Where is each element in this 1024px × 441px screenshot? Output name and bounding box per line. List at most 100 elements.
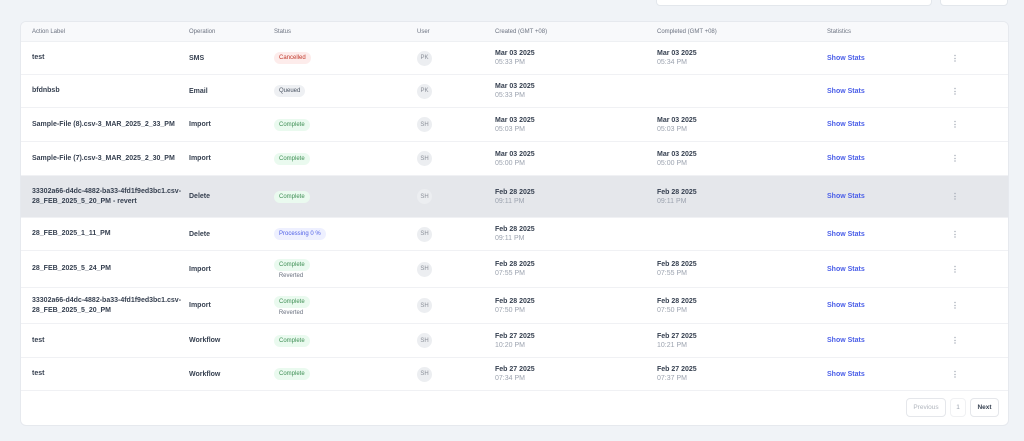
action-label: 33302a66-d4dc-4882-ba33-4fd1f9ed3bc1.csv… <box>32 297 182 314</box>
created-time: 07:34 PM <box>495 375 525 382</box>
operation: Import <box>189 121 211 128</box>
created-date: Feb 27 2025 <box>495 366 535 373</box>
user-avatar: SH <box>417 333 432 348</box>
table-row: 33302a66-d4dc-4882-ba33-4fd1f9ed3bc1.csv… <box>21 288 1008 324</box>
created-date: Feb 28 2025 <box>495 297 535 305</box>
operation: Workflow <box>189 370 221 378</box>
show-stats-link[interactable]: Show Stats <box>827 87 865 95</box>
completed-time: 05:00 PM <box>657 159 687 167</box>
status-badge: Complete <box>274 152 310 165</box>
filter-button[interactable] <box>940 0 1008 6</box>
status-subtext: Reverted <box>278 273 304 279</box>
status-badge: Complete <box>274 259 310 271</box>
table-row: Sample-File (8).csv-3_MAR_2025_2_33_PM I… <box>21 108 1008 142</box>
user-avatar: SH <box>417 226 432 242</box>
previous-button[interactable]: Previous <box>906 398 946 417</box>
created-time: 09:11 PM <box>495 235 525 242</box>
header-action-label: Action Label <box>32 28 66 35</box>
search-box[interactable] <box>656 0 932 6</box>
user-avatar: SH <box>417 151 432 166</box>
more-options-icon[interactable]: ⋮ <box>951 229 959 239</box>
header-statistics: Statistics <box>827 28 852 35</box>
action-label: 28_FEB_2025_5_24_PM <box>32 265 112 273</box>
action-label: Sample-File (8).csv-3_MAR_2025_2_33_PM <box>32 120 175 128</box>
show-stats-link[interactable]: Show Stats <box>827 265 865 273</box>
user-avatar: SH <box>417 261 432 277</box>
more-options-icon[interactable]: ⋮ <box>951 301 959 310</box>
status-badge: Queued <box>274 85 306 97</box>
more-options-icon[interactable]: ⋮ <box>951 120 959 129</box>
show-stats-link[interactable]: Show Stats <box>827 370 865 378</box>
header-status: Status <box>274 28 292 35</box>
created-time: 05:03 PM <box>495 125 525 133</box>
status-subtext: Reverted <box>278 309 304 316</box>
table-row: 33302a66-d4dc-4882-ba33-4fd1f9ed3bc1.csv… <box>21 176 1008 218</box>
page-1-button[interactable]: 1 <box>950 398 966 417</box>
action-label: test <box>32 54 45 62</box>
more-options-icon[interactable]: ⋮ <box>951 264 959 274</box>
completed-time: 05:34 PM <box>657 59 687 66</box>
actions-table: Action Label Operation Status User Creat… <box>21 22 1008 425</box>
action-label: bfdnbsb <box>32 87 60 95</box>
table-row: test Workflow Complete SH Feb 27 2025 07:… <box>21 358 1008 391</box>
show-stats-link[interactable]: Show Stats <box>827 54 865 62</box>
status-badge: Complete <box>274 334 310 347</box>
table-row: 28_FEB_2025_1_11_PM Delete Processing 0 … <box>21 218 1008 251</box>
table-row: bfdnbsb Email Queued PK Mar 03 2025 05:33… <box>21 75 1008 108</box>
status-badge: Complete <box>274 295 310 308</box>
completed-time: 07:55 PM <box>657 270 687 277</box>
created-date: Mar 03 2025 <box>495 83 535 90</box>
more-options-icon[interactable]: ⋮ <box>951 86 959 96</box>
created-time: 05:33 PM <box>495 92 525 99</box>
completed-date: Feb 28 2025 <box>657 261 697 268</box>
operation: Delete <box>189 193 211 200</box>
completed-date: Mar 03 2025 <box>657 150 697 158</box>
operation: Delete <box>189 230 211 238</box>
header-user: User <box>417 28 430 35</box>
table-row: Sample-File (7).csv-3_MAR_2025_2_30_PM I… <box>21 142 1008 176</box>
more-options-icon[interactable]: ⋮ <box>951 53 959 63</box>
user-avatar: SH <box>417 366 432 382</box>
header-operation: Operation <box>189 28 216 35</box>
more-options-icon[interactable]: ⋮ <box>951 154 959 163</box>
show-stats-link[interactable]: Show Stats <box>827 193 865 200</box>
more-options-icon[interactable]: ⋮ <box>951 192 959 201</box>
header-completed: Completed (GMT +08) <box>657 28 717 35</box>
completed-date: Mar 03 2025 <box>657 116 697 124</box>
completed-time: 07:37 PM <box>657 375 687 382</box>
show-stats-link[interactable]: Show Stats <box>827 121 865 128</box>
show-stats-link[interactable]: Show Stats <box>827 337 865 344</box>
user-avatar: PK <box>417 50 432 66</box>
show-stats-link[interactable]: Show Stats <box>827 155 865 162</box>
show-stats-link[interactable]: Show Stats <box>827 302 865 309</box>
user-avatar: SH <box>417 298 432 313</box>
status-badge: Processing 0 % <box>274 228 326 240</box>
more-options-icon[interactable]: ⋮ <box>951 336 959 345</box>
action-label: 28_FEB_2025_1_11_PM <box>32 230 111 238</box>
created-date: Feb 28 2025 <box>495 188 535 196</box>
created-time: 10:20 PM <box>495 341 525 349</box>
completed-date: Mar 03 2025 <box>657 50 697 57</box>
status-badge: Complete <box>274 190 310 203</box>
more-options-icon[interactable]: ⋮ <box>951 369 959 379</box>
status-badge: Cancelled <box>274 52 311 64</box>
action-label: test <box>32 370 45 378</box>
show-stats-link[interactable]: Show Stats <box>827 230 865 238</box>
operation: Import <box>189 265 211 273</box>
created-time: 05:33 PM <box>495 59 525 66</box>
completed-time: 10:21 PM <box>657 341 687 349</box>
user-avatar: PK <box>417 83 432 99</box>
operation: Email <box>189 87 208 95</box>
created-time: 09:11 PM <box>495 197 525 205</box>
next-button[interactable]: Next <box>970 398 999 417</box>
created-time: 07:50 PM <box>495 306 525 314</box>
operation: Import <box>189 302 211 309</box>
status-badge: Complete <box>274 368 310 380</box>
header-created: Created (GMT +08) <box>495 28 548 35</box>
completed-date: Feb 27 2025 <box>657 332 697 340</box>
action-label: test <box>32 336 45 344</box>
action-label: Sample-File (7).csv-3_MAR_2025_2_30_PM <box>32 154 175 162</box>
completed-time: 07:50 PM <box>657 306 687 314</box>
completed-date: Feb 28 2025 <box>657 188 697 196</box>
operation: Import <box>189 155 211 162</box>
